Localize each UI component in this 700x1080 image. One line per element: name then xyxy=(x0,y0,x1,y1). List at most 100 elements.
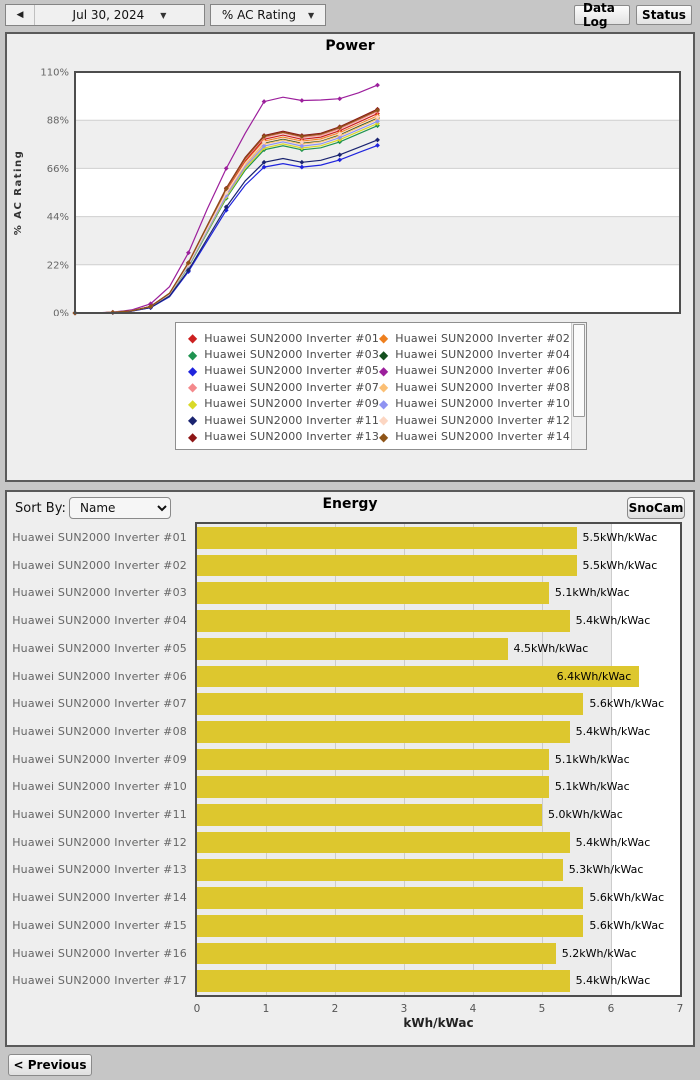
legend-item-label: Huawei SUN2000 Inverter #02 xyxy=(395,331,571,345)
inverter-row-label: Huawei SUN2000 Inverter #06 xyxy=(12,669,187,683)
x-tick-label: 3 xyxy=(400,1003,408,1015)
previous-day-icon[interactable]: ◀ xyxy=(16,10,24,20)
sort-by-select[interactable]: Name xyxy=(69,497,171,519)
status-button[interactable]: Status xyxy=(636,5,692,25)
legend-item[interactable]: ◆ Huawei SUN2000 Inverter #10 xyxy=(379,397,570,410)
legend-diamond-icon: ◆ xyxy=(188,429,198,444)
data-point-marker xyxy=(223,204,229,210)
legend-item[interactable]: ◆ Huawei SUN2000 Inverter #05 xyxy=(188,364,379,377)
legend-item[interactable]: ◆ Huawei SUN2000 Inverter #12 xyxy=(379,414,570,427)
date-picker[interactable]: ◀ Jul 30, 2024 ▼ xyxy=(5,4,205,26)
inverter-row-label: Huawei SUN2000 Inverter #11 xyxy=(12,808,187,822)
inverter-row-label: Huawei SUN2000 Inverter #13 xyxy=(12,863,187,877)
legend-item-label: Huawei SUN2000 Inverter #13 xyxy=(204,430,380,444)
y-tick-label: 44% xyxy=(47,212,69,223)
energy-bar-value: 5.6kWh/kWac xyxy=(589,697,665,711)
inverter-row-label: Huawei SUN2000 Inverter #02 xyxy=(12,558,187,572)
toolbar: ◀ Jul 30, 2024 ▼ % AC Rating ▼ Data Log … xyxy=(0,0,700,30)
date-value: Jul 30, 2024 xyxy=(72,8,145,22)
data-point-marker xyxy=(375,137,380,143)
energy-bar-value: 5.4kWh/kWac xyxy=(575,724,651,738)
energy-bar-value: 4.5kWh/kWac xyxy=(513,641,589,655)
legend-item[interactable]: ◆ Huawei SUN2000 Inverter #13 xyxy=(188,430,379,443)
legend-item-label: Huawei SUN2000 Inverter #10 xyxy=(395,397,571,411)
energy-bar-value: 5.1kWh/kWac xyxy=(554,780,630,794)
energy-bar xyxy=(197,693,584,715)
metric-value: % AC Rating xyxy=(221,8,296,22)
y-tick-label: 0% xyxy=(53,309,69,317)
legend-item[interactable]: ◆ Huawei SUN2000 Inverter #02 xyxy=(379,332,570,345)
energy-bar-value: 5.6kWh/kWac xyxy=(589,891,665,905)
inverter-row-label: Huawei SUN2000 Inverter #07 xyxy=(12,697,187,711)
legend-item[interactable]: ◆ Huawei SUN2000 Inverter #04 xyxy=(379,348,570,361)
legend-item[interactable]: ◆ Huawei SUN2000 Inverter #14 xyxy=(379,430,570,443)
inverter-row-label: Huawei SUN2000 Inverter #16 xyxy=(12,946,187,960)
energy-bar-value: 5.4kWh/kWac xyxy=(575,974,651,988)
previous-button[interactable]: < Previous xyxy=(8,1054,92,1076)
legend-item[interactable]: ◆ Huawei SUN2000 Inverter #07 xyxy=(188,381,379,394)
snocam-button[interactable]: SnoCam xyxy=(627,497,685,519)
energy-bar-value: 6.4kWh/kWac xyxy=(556,669,632,683)
y-tick-label: 110% xyxy=(40,68,69,79)
legend-item-label: Huawei SUN2000 Inverter #09 xyxy=(204,397,380,411)
x-tick-label: 4 xyxy=(469,1003,477,1015)
legend-item-label: Huawei SUN2000 Inverter #08 xyxy=(395,380,571,394)
metric-dropdown[interactable]: % AC Rating ▼ xyxy=(210,4,326,26)
legend-item[interactable]: ◆ Huawei SUN2000 Inverter #09 xyxy=(188,397,379,410)
energy-chart-title: Energy xyxy=(322,496,378,512)
legend-diamond-icon: ◆ xyxy=(188,380,198,395)
legend-diamond-icon: ◆ xyxy=(379,429,389,444)
chevron-down-icon: ▼ xyxy=(307,10,315,20)
inverter-row-label: Huawei SUN2000 Inverter #01 xyxy=(12,531,187,544)
legend-item-label: Huawei SUN2000 Inverter #04 xyxy=(395,348,571,362)
y-tick-label: 22% xyxy=(47,260,69,271)
energy-bar xyxy=(197,637,508,660)
data-point-marker xyxy=(337,157,343,163)
legend-item-label: Huawei SUN2000 Inverter #01 xyxy=(204,331,380,345)
data-log-button[interactable]: Data Log xyxy=(574,1,630,29)
inverter-row-label: Huawei SUN2000 Inverter #12 xyxy=(12,835,187,849)
energy-bar xyxy=(197,776,549,799)
date-dropdown[interactable]: Jul 30, 2024 ▼ xyxy=(34,5,204,25)
legend-item[interactable]: ◆ Huawei SUN2000 Inverter #11 xyxy=(188,414,379,427)
x-tick-label: 6 xyxy=(607,1003,615,1015)
energy-bar xyxy=(197,914,584,937)
energy-bar-value: 5.4kWh/kWac xyxy=(575,835,651,849)
energy-bar xyxy=(197,804,542,826)
legend-diamond-icon: ◆ xyxy=(188,363,198,378)
energy-bar-value: 5.6kWh/kWac xyxy=(589,918,665,932)
legend-diamond-icon: ◆ xyxy=(379,413,389,428)
legend-item[interactable]: ◆ Huawei SUN2000 Inverter #03 xyxy=(188,348,379,361)
y-tick-label: 88% xyxy=(47,116,69,127)
legend-item-label: Huawei SUN2000 Inverter #12 xyxy=(395,413,571,427)
legend-item[interactable]: ◆ Huawei SUN2000 Inverter #06 xyxy=(379,364,570,377)
energy-bar xyxy=(197,665,639,688)
power-panel: Power 0%22%44%66%88%110%5 AM7 AM9 AM11 A… xyxy=(5,32,695,482)
legend-diamond-icon: ◆ xyxy=(188,413,198,428)
energy-bar xyxy=(197,610,570,632)
inverter-row-label: Huawei SUN2000 Inverter #09 xyxy=(12,752,187,766)
legend-item-label: Huawei SUN2000 Inverter #14 xyxy=(395,430,571,444)
legend-diamond-icon: ◆ xyxy=(188,331,198,346)
legend-item[interactable]: ◆ Huawei SUN2000 Inverter #01 xyxy=(188,332,379,345)
x-tick-label: 2 xyxy=(331,1003,339,1015)
energy-bar-value: 5.0kWh/kWac xyxy=(548,808,623,822)
legend-diamond-icon: ◆ xyxy=(188,347,198,362)
inverter-row-label: Huawei SUN2000 Inverter #05 xyxy=(12,641,187,655)
legend-diamond-icon: ◆ xyxy=(379,396,389,411)
energy-bar-value: 5.4kWh/kWac xyxy=(575,614,651,628)
power-legend: ◆ Huawei SUN2000 Inverter #01 ◆ Huawei SUN2… xyxy=(175,322,587,450)
x-tick-label: 1 xyxy=(262,1003,270,1015)
inverter-row-label: Huawei SUN2000 Inverter #14 xyxy=(12,891,187,905)
energy-bar-value: 5.3kWh/kWac xyxy=(568,863,644,877)
x-tick-label: 5 xyxy=(538,1003,546,1015)
legend-scrollbar[interactable] xyxy=(571,323,586,449)
energy-bar xyxy=(197,970,570,992)
energy-bar xyxy=(197,859,563,882)
legend-item[interactable]: ◆ Huawei SUN2000 Inverter #08 xyxy=(379,381,570,394)
legend-scrollbar-thumb[interactable] xyxy=(573,324,585,418)
inverter-row-label: Huawei SUN2000 Inverter #04 xyxy=(12,614,187,628)
legend-diamond-icon: ◆ xyxy=(379,380,389,395)
energy-bar xyxy=(197,554,577,577)
y-tick-label: 66% xyxy=(47,164,69,175)
